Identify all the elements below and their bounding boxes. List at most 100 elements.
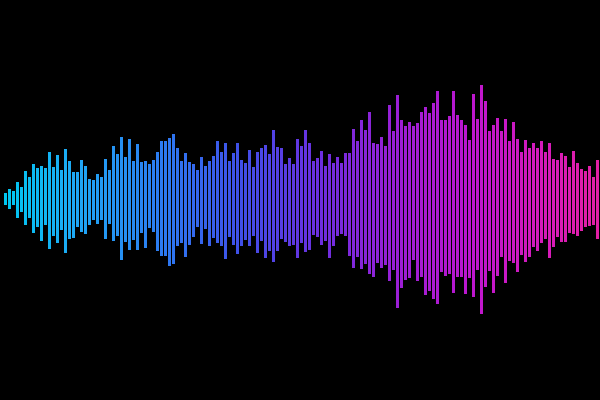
waveform-bar [180, 161, 183, 243]
waveform-bar [408, 122, 411, 279]
waveform-bar [124, 156, 127, 242]
waveform-bar [380, 137, 383, 268]
waveform-bar [512, 122, 515, 264]
waveform-bar [400, 119, 403, 288]
waveform-bar [48, 152, 51, 250]
waveform-bar [168, 138, 171, 266]
waveform-bar [80, 159, 83, 232]
waveform-bar [232, 152, 235, 246]
waveform-bar [20, 187, 23, 212]
waveform-bar [272, 129, 275, 263]
waveform-bar [412, 126, 415, 261]
waveform-bar [164, 141, 167, 256]
waveform-bar [28, 176, 31, 219]
waveform-bar [280, 147, 283, 239]
waveform-bar [432, 103, 435, 299]
waveform-bar [104, 159, 107, 240]
waveform-bar [320, 151, 323, 245]
waveform-bar [136, 144, 139, 251]
waveform-bar [192, 164, 195, 237]
waveform-bar [404, 126, 407, 280]
waveform-bar [572, 151, 575, 235]
waveform-bar [140, 162, 143, 233]
waveform-bar [112, 146, 115, 242]
waveform-bar [304, 129, 307, 253]
waveform-bar [368, 111, 371, 274]
waveform-bar [120, 137, 123, 260]
waveform-bar [260, 147, 263, 242]
waveform-bar [520, 151, 523, 255]
waveform-bar [360, 120, 363, 270]
waveform-bar [468, 139, 471, 278]
waveform-bar [352, 129, 355, 268]
waveform-bar [580, 168, 583, 232]
waveform-bar [64, 149, 67, 253]
waveform-bar [316, 157, 319, 237]
waveform-bar [220, 151, 223, 247]
waveform-bar [500, 131, 503, 257]
waveform-bar [424, 106, 427, 295]
waveform-bar [456, 115, 459, 278]
waveform-bar [252, 167, 255, 236]
waveform-bar [356, 141, 359, 258]
waveform-bar [56, 155, 59, 243]
waveform-bar [440, 119, 443, 272]
waveform-bar [444, 119, 447, 276]
waveform-bar [516, 138, 519, 273]
waveform-bar [480, 84, 483, 315]
waveform-bar [196, 169, 199, 228]
waveform-bar [540, 141, 543, 244]
waveform-bar [292, 163, 295, 246]
waveform-bar [576, 162, 579, 237]
waveform-bar [256, 152, 259, 254]
waveform-bar [116, 154, 119, 236]
waveform-bar [88, 179, 91, 226]
waveform-bar [236, 143, 239, 254]
waveform-bar [544, 152, 547, 240]
waveform-bar [532, 143, 535, 247]
waveform-bar [528, 147, 531, 258]
waveform-bar [392, 131, 395, 271]
waveform-bar [152, 159, 155, 233]
waveform-bar [40, 166, 43, 242]
waveform-bar [296, 138, 299, 259]
waveform-bar [508, 141, 511, 261]
waveform-bar [592, 176, 595, 226]
waveform-bar [384, 146, 387, 265]
waveform-bar [60, 169, 63, 231]
waveform-bar [52, 167, 55, 237]
waveform-bar [184, 153, 187, 258]
waveform-bar [436, 90, 439, 305]
waveform-bar [388, 104, 391, 281]
waveform-bar [596, 159, 599, 240]
waveform-bar [312, 161, 315, 235]
waveform-bar [268, 153, 271, 251]
waveform-bar [208, 160, 211, 246]
waveform-bar [496, 117, 499, 277]
waveform-bar [12, 191, 15, 206]
waveform-bar [372, 142, 375, 277]
waveform-bar [288, 157, 291, 246]
waveform-bar [264, 145, 267, 258]
waveform-bar [300, 146, 303, 244]
waveform-bar [16, 181, 19, 218]
waveform-bar [396, 94, 399, 308]
waveform-bar [568, 167, 571, 234]
waveform-bar [560, 153, 563, 243]
waveform-bar [108, 170, 111, 225]
waveform-bar [216, 141, 219, 244]
waveform-bar [588, 166, 591, 227]
waveform-bar [204, 165, 207, 229]
waveform-bar [176, 148, 179, 246]
waveform-bar [308, 142, 311, 250]
waveform-bar [24, 170, 27, 226]
waveform-bar [212, 156, 215, 238]
waveform-bar [156, 151, 159, 252]
waveform-bar [76, 171, 79, 227]
waveform-bar [188, 161, 191, 245]
waveform-bar [448, 115, 451, 275]
waveform-bar [488, 130, 491, 271]
waveform-bar [340, 163, 343, 235]
waveform-bar [200, 157, 203, 245]
